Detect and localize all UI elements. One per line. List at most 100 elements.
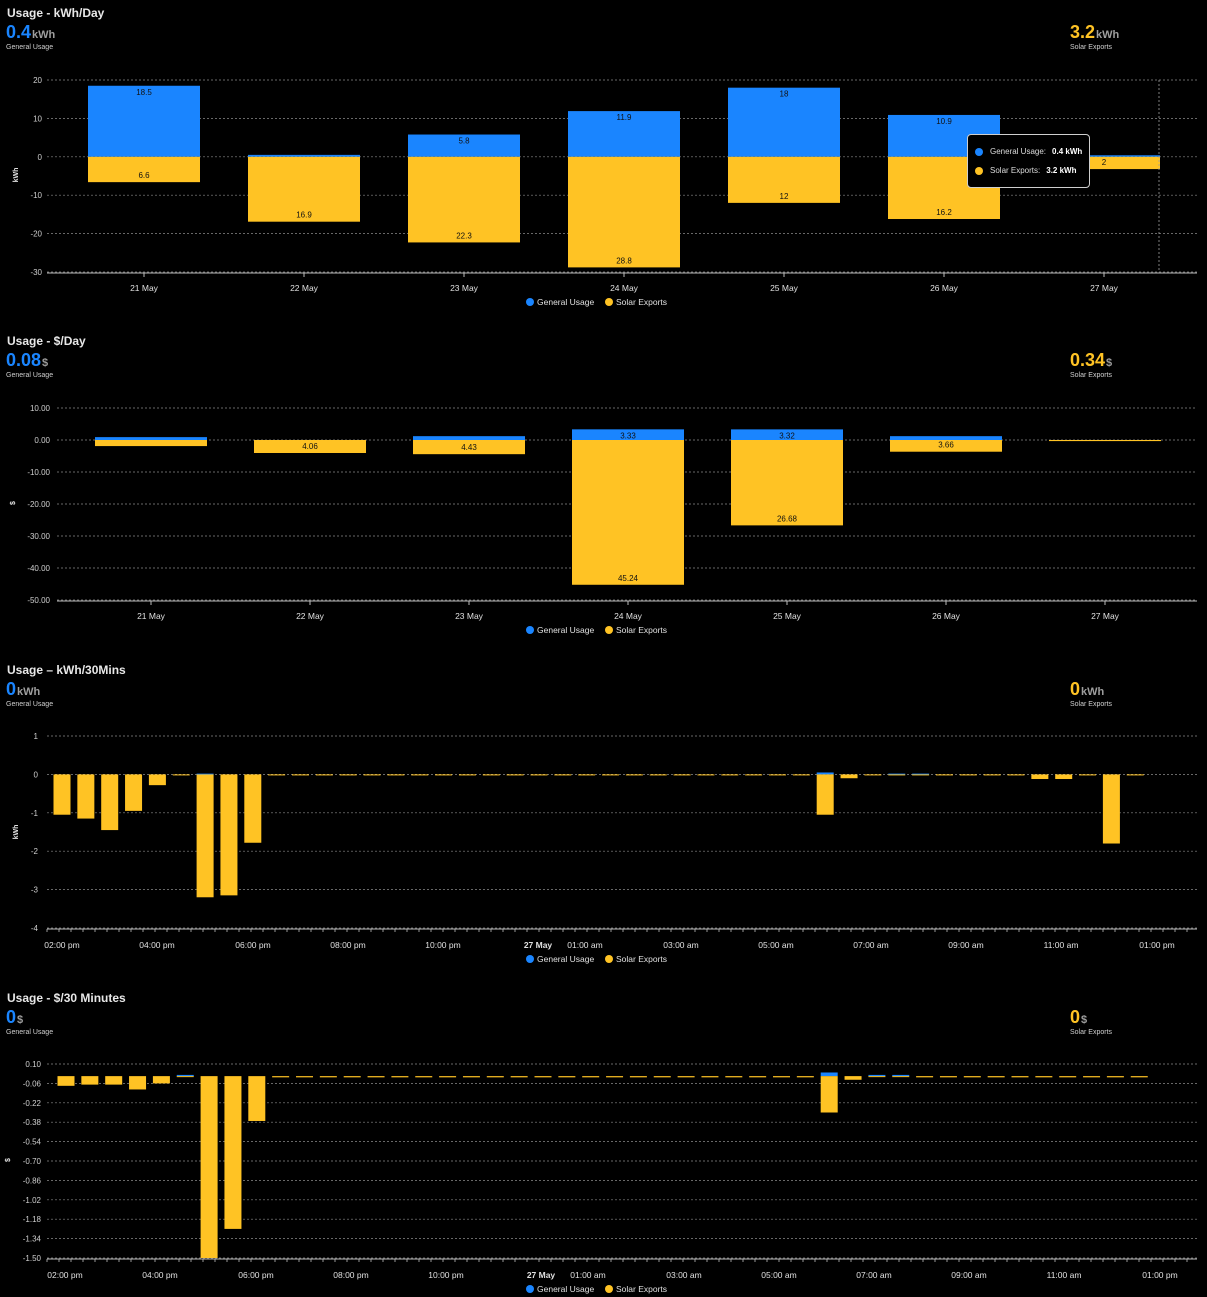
x-tick-label: 08:00 pm — [330, 940, 365, 950]
general-usage-stat: 0.4kWh General Usage — [6, 22, 55, 51]
x-tick-label: 07:00 am — [853, 940, 888, 950]
x-tick-label: 03:00 am — [663, 940, 698, 950]
bar-solar-exports — [363, 774, 381, 776]
bar-general-usage — [816, 772, 834, 775]
y-tick-label: 10 — [33, 114, 42, 123]
bar-solar-exports — [983, 774, 1001, 776]
bar-solar-exports — [558, 1076, 576, 1078]
bar-solar-exports — [506, 774, 524, 776]
general-usage-legend-icon — [526, 955, 534, 963]
data-label-general: 10.9 — [936, 117, 952, 126]
bar-solar-exports — [292, 774, 309, 776]
y-tick-label: -30 — [30, 268, 42, 277]
y-tick-label: -20.00 — [27, 500, 50, 509]
x-tick-label: 06:00 pm — [238, 1270, 273, 1280]
bar-general-usage — [413, 436, 525, 440]
x-tick-label: 05:00 am — [758, 940, 793, 950]
bar-solar-exports — [339, 774, 357, 776]
solar-exports-unit: kWh — [1096, 29, 1120, 41]
data-label-solar: 16.9 — [296, 211, 312, 220]
bar-solar-exports — [95, 440, 207, 447]
x-tick-label: 22 May — [290, 283, 319, 293]
data-label-solar: 16.2 — [936, 208, 952, 217]
bar-solar-exports — [172, 774, 190, 776]
y-tick-label: -3 — [31, 886, 39, 895]
bar-solar-exports — [625, 774, 643, 776]
x-tick-label: 06:00 pm — [235, 940, 270, 950]
bar-solar-exports — [606, 1076, 624, 1078]
x-tick-label: 01:00 pm — [1139, 940, 1174, 950]
y-tick-label: -1.18 — [23, 1215, 42, 1224]
bar-solar-exports — [248, 156, 360, 222]
y-tick-label: -10.00 — [27, 468, 50, 477]
bar-solar-exports — [820, 1076, 838, 1113]
x-tick-label: 01:00 am — [567, 940, 602, 950]
chart-kwh-30mins[interactable]: 1 0 -1 -2 -3 -4 kWh 02:00 pm 04:00 pm 06:00 pm 08:… — [0, 657, 1207, 985]
tooltip-solar-label: Solar Exports: — [990, 166, 1041, 175]
card-kwh-30mins: Usage – kWh/30Mins 0kWh General Usage 0k… — [0, 657, 1207, 985]
y-tick-label: 10.00 — [30, 404, 51, 413]
bar-solar-exports — [458, 774, 476, 776]
solar-exports-label: Solar Exports — [1070, 1029, 1113, 1036]
bar-general-usage — [892, 1074, 910, 1077]
bar-solar-exports — [1055, 774, 1073, 780]
bar-solar-exports — [890, 440, 1002, 452]
y-axis-label: kWh — [13, 168, 20, 183]
solar-exports-stat: 0.34$ Solar Exports — [1070, 350, 1112, 379]
bar-solar-exports — [677, 1076, 695, 1078]
bar-solar-exports — [912, 774, 930, 776]
y-tick-label: -50.00 — [27, 596, 50, 605]
solar-exports-legend-icon — [605, 626, 613, 634]
bar-solar-exports — [864, 774, 882, 776]
chart-dollar-30mins[interactable]: 0.10 -0.06 -0.22 -0.38 -0.54 -0.70 -0.86 -1.02 -… — [0, 985, 1207, 1297]
y-tick-label: 20 — [33, 76, 42, 85]
y-tick-label: 0 — [38, 153, 43, 162]
bar-solar-exports — [105, 1076, 123, 1085]
bar-solar-exports — [129, 1076, 147, 1090]
x-tick-label: 11:00 am — [1044, 940, 1079, 950]
solar-exports-unit: kWh — [1081, 686, 1105, 698]
bar-solar-exports — [844, 1076, 862, 1080]
data-label-solar: 22.3 — [456, 231, 472, 240]
y-tick-label: -1.50 — [23, 1254, 42, 1263]
tooltip-solar-value: 3.2 kWh — [1046, 166, 1077, 175]
data-label-general: 3.32 — [779, 431, 795, 440]
chart-dollar-day[interactable]: 10.00 0.00 -10.00 -20.00 -30.00 -40.00 -50.00 $… — [0, 328, 1207, 656]
bar-solar-exports — [1011, 1076, 1029, 1078]
data-label-solar: 6.6 — [138, 171, 150, 180]
bar-solar-exports — [272, 1076, 290, 1078]
card-dollar-30mins: Usage - $/30 Minutes 0$ General Usage 0$… — [0, 985, 1207, 1297]
bar-general-usage — [728, 87, 840, 157]
data-label-solar: 45.24 — [618, 574, 639, 583]
bar-solar-exports — [1035, 1076, 1053, 1078]
bar-solar-exports — [367, 1076, 385, 1078]
general-usage-label: General Usage — [6, 1029, 54, 1036]
bar-solar-exports — [1083, 1076, 1101, 1078]
bar-solar-exports — [462, 1076, 480, 1078]
y-tick-label: -0.22 — [23, 1099, 42, 1108]
y-tick-label: -0.86 — [23, 1176, 42, 1185]
bar-solar-exports — [1106, 1076, 1124, 1078]
bar-solar-exports — [769, 774, 786, 776]
bar-solar-exports — [220, 774, 238, 896]
bar-solar-exports — [673, 774, 691, 776]
bar-solar-exports — [125, 774, 143, 811]
data-label-solar: 4.06 — [302, 442, 318, 451]
general-usage-stat: 0kWh General Usage — [6, 679, 53, 708]
general-usage-stat: 0.08$ General Usage — [6, 350, 53, 379]
legend-general-usage: General Usage — [537, 297, 594, 307]
x-tick-label: 25 May — [770, 283, 799, 293]
bar-solar-exports — [53, 774, 71, 815]
solar-exports-stat: 3.2kWh Solar Exports — [1070, 22, 1119, 51]
x-tick-label: 27 May — [1090, 283, 1119, 293]
y-tick-label: -0.38 — [23, 1118, 42, 1127]
bar-solar-exports — [77, 774, 95, 819]
bar-general-usage — [248, 154, 360, 157]
data-label-general: 11.9 — [617, 113, 633, 122]
y-tick-label: -30.00 — [27, 532, 50, 541]
y-tick-label: -0.70 — [23, 1157, 42, 1166]
tooltip-general-value: 0.4 kWh — [1052, 147, 1083, 156]
y-tick-label: -1 — [31, 809, 39, 818]
bar-general-usage — [890, 436, 1002, 440]
bar-general-usage — [88, 85, 200, 157]
